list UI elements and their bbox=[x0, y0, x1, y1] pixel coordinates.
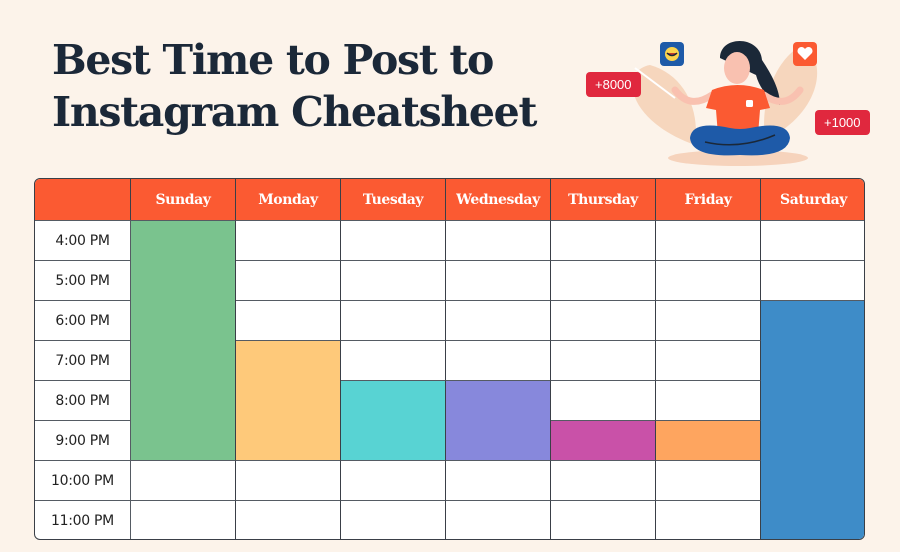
grid-cell bbox=[341, 340, 446, 380]
grid-cell bbox=[551, 340, 656, 380]
header-corner bbox=[35, 179, 131, 220]
header-monday: Monday bbox=[236, 179, 341, 220]
header-tuesday: Tuesday bbox=[341, 179, 446, 220]
header-wednesday: Wednesday bbox=[446, 179, 551, 220]
grid-cell bbox=[656, 220, 761, 260]
grid-cell bbox=[656, 260, 761, 300]
grid-cell bbox=[131, 500, 236, 539]
grid-cell bbox=[236, 300, 341, 340]
time-label: 6:00 PM bbox=[35, 300, 131, 340]
time-label: 7:00 PM bbox=[35, 340, 131, 380]
time-label: 10:00 PM bbox=[35, 460, 131, 500]
page-title: Best Time to Post to Instagram Cheatshee… bbox=[52, 34, 537, 138]
grid-cell bbox=[446, 500, 551, 539]
grid-cell bbox=[446, 460, 551, 500]
badge-plus-8000: +8000 bbox=[586, 72, 641, 97]
title-line-2: Instagram Cheatsheet bbox=[52, 88, 537, 136]
grid-cell bbox=[656, 380, 761, 420]
illustration-svg bbox=[632, 40, 818, 166]
grid-cell bbox=[551, 260, 656, 300]
grid-cell bbox=[341, 260, 446, 300]
time-label: 11:00 PM bbox=[35, 500, 131, 539]
time-label: 8:00 PM bbox=[35, 380, 131, 420]
grid-cell bbox=[236, 260, 341, 300]
grid-cell bbox=[236, 460, 341, 500]
grid-cell bbox=[446, 340, 551, 380]
header-friday: Friday bbox=[656, 179, 761, 220]
time-label: 4:00 PM bbox=[35, 220, 131, 260]
grid-cell bbox=[236, 500, 341, 539]
grid-cell bbox=[551, 300, 656, 340]
grid-cell bbox=[341, 500, 446, 539]
grid-cell bbox=[551, 220, 656, 260]
grid-cell bbox=[656, 340, 761, 380]
grid-cell bbox=[761, 220, 864, 260]
header-sunday: Sunday bbox=[131, 179, 236, 220]
grid-cell bbox=[761, 260, 864, 300]
grid-cell bbox=[236, 220, 341, 260]
grid-cell bbox=[341, 220, 446, 260]
grid-cell bbox=[551, 460, 656, 500]
time-label: 9:00 PM bbox=[35, 420, 131, 460]
title-line-1: Best Time to Post to bbox=[52, 36, 494, 84]
best-time-block-friday bbox=[656, 420, 761, 460]
leaf-right-icon bbox=[764, 45, 818, 140]
schedule-grid: Sunday Monday Tuesday Wednesday Thursday… bbox=[34, 178, 865, 540]
badge-plus-1000: +1000 bbox=[815, 110, 870, 135]
header-thursday: Thursday bbox=[551, 179, 656, 220]
grid-cell bbox=[446, 220, 551, 260]
grid-cell bbox=[656, 300, 761, 340]
time-label: 5:00 PM bbox=[35, 260, 131, 300]
leaf-left-icon bbox=[632, 65, 696, 145]
illustration-woman-meditating: +8000 +1000 bbox=[580, 20, 880, 170]
best-time-block-monday bbox=[236, 340, 341, 460]
best-time-block-thursday bbox=[551, 420, 656, 460]
best-time-block-saturday bbox=[761, 300, 864, 539]
best-time-block-wednesday bbox=[446, 380, 551, 460]
best-time-block-sunday bbox=[131, 220, 236, 460]
grid-cell bbox=[551, 380, 656, 420]
grid-cell bbox=[656, 460, 761, 500]
header-saturday: Saturday bbox=[761, 179, 864, 220]
grid-cell bbox=[131, 460, 236, 500]
grid-cell bbox=[446, 300, 551, 340]
grid-cell bbox=[656, 500, 761, 539]
grid-cell bbox=[551, 500, 656, 539]
grid-cell bbox=[341, 460, 446, 500]
grid-cell bbox=[446, 260, 551, 300]
grid-cell bbox=[341, 300, 446, 340]
best-time-block-tuesday bbox=[341, 380, 446, 460]
